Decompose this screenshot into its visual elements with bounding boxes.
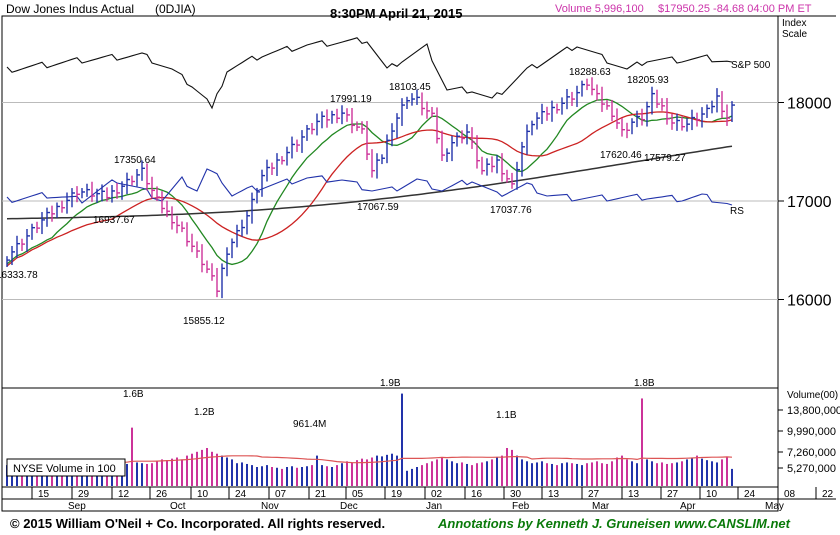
volume-moving-average [6,455,733,464]
price-annotation-label: 18103.45 [389,82,431,93]
chart-datetime: 8:30PM April 21, 2015 [330,6,462,21]
date-tick-label: 10 [197,489,209,500]
price-annotation-label: 18205.93 [627,75,669,86]
index-scale-label-2: Scale [782,29,807,40]
date-tick-label: 26 [156,489,168,500]
price-tick-label: 17000 [787,194,832,211]
index-symbol: (0DJIA) [155,2,196,16]
date-tick-label: 13 [548,489,560,500]
price-annotation-label: 17067.59 [357,202,399,213]
price-annotation-label: 15855.12 [183,316,225,327]
volume-tick-label: 9,990,000 [787,426,836,438]
price-annotation-label: 17350.64 [114,155,156,166]
volume-tick-label: 5,270,000 [787,463,836,475]
price-bars [6,77,735,299]
price-annotation-label: 17579.27 [644,153,686,164]
price-annotation-label: 17620.46 [600,150,642,161]
date-tick-label: 27 [588,489,600,500]
month-label: Nov [261,501,279,512]
month-label: Dec [340,501,358,512]
month-label: Jan [426,501,442,512]
date-tick-label: 15 [38,489,50,500]
date-tick-label: 10 [706,489,718,500]
annotation-credit: Annotations by Kenneth J. Gruneisen www.… [438,516,790,531]
month-label: Feb [512,501,530,512]
date-tick-label: 07 [275,489,287,500]
ma-red-line [6,111,733,267]
date-tick-label: 24 [235,489,247,500]
ma-200-line [6,145,733,220]
date-tick-label: 08 [784,489,796,500]
price-tick-label: 16000 [787,293,832,310]
date-tick-label: 21 [315,489,327,500]
volume-annotation-label: 1.9B [380,378,401,389]
volume-annotation-label: 961.4M [293,419,326,430]
date-tick-label: 22 [822,489,834,500]
date-tick-label: 13 [628,489,640,500]
rs-label: RS [730,206,744,217]
date-tick-label: 12 [118,489,130,500]
month-label: Mar [592,501,610,512]
volume-legend-box [6,458,126,477]
date-tick-label: 16 [471,489,483,500]
month-label: May [765,501,784,512]
rs-line [6,168,733,206]
price-tick-label: 18000 [787,96,832,113]
volume-annotation-label: 1.6B [123,389,144,400]
price-annotation-label: 16937.67 [93,215,135,226]
price-axis-ticks: 16000 17000 18000 [778,96,832,310]
copyright-text: © 2015 William O'Neil + Co. Incorporated… [10,516,386,531]
sp500-label: S&P 500 [731,60,771,71]
volume-annotation-label: 1.8B [634,378,655,389]
price-annotation-label: 17991.19 [330,94,372,105]
date-tick-label: 27 [667,489,679,500]
volume-tick-label: 7,260,000 [787,447,836,459]
price-annotations: 16333.78 16937.67 17350.64 15855.12 17991.19… [0,67,686,327]
date-tick-label: 29 [78,489,90,500]
volume-annotation-label: 1.2B [194,407,215,418]
volume-axis-ticks: 13,800,000 9,990,000 7,260,000 5,270,000 Vol… [778,390,840,475]
price-annotation-label: 18288.63 [569,67,611,78]
volume-annotation-label: 1.1B [496,410,517,421]
date-tick-label: 24 [744,489,756,500]
date-tick-label: 02 [431,489,443,500]
ma-50-line [6,98,733,266]
volume-tick-label: 13,800,000 [787,405,840,417]
price-annotation-label: 16333.78 [0,270,38,281]
date-tick-label: 30 [510,489,522,500]
volume-annotations: 1.6B 1.2B 961.4M 1.9B 1.1B 1.8B [123,378,655,430]
date-axis: 15 29 12 26 10 24 07 21 05 19 02 16 30 13 27 13 27 10 24 08… [31,487,834,512]
volume-legend-label: NYSE Volume in 100 [13,463,116,475]
month-label: Apr [680,501,696,512]
month-label: Oct [170,501,186,512]
index-name: Dow Jones Indus Actual [6,2,134,16]
indicator-lines: S&P 500 RS [6,37,771,267]
sp500-line [6,37,733,110]
index-scale-label-1: Index [782,18,806,29]
month-label: Sep [68,501,86,512]
price-annotation-label: 17037.76 [490,205,532,216]
date-tick-label: 05 [352,489,364,500]
date-tick-label: 19 [391,489,403,500]
price-grid [2,102,778,300]
price-readout: $17950.25 -84.68 04:00 PM ET [658,3,812,15]
volume-readout: Volume 5,996,100 [555,3,644,15]
volume-axis-title: Volume(00) [787,390,838,401]
footer: © 2015 William O'Neil + Co. Incorporated… [0,512,840,535]
